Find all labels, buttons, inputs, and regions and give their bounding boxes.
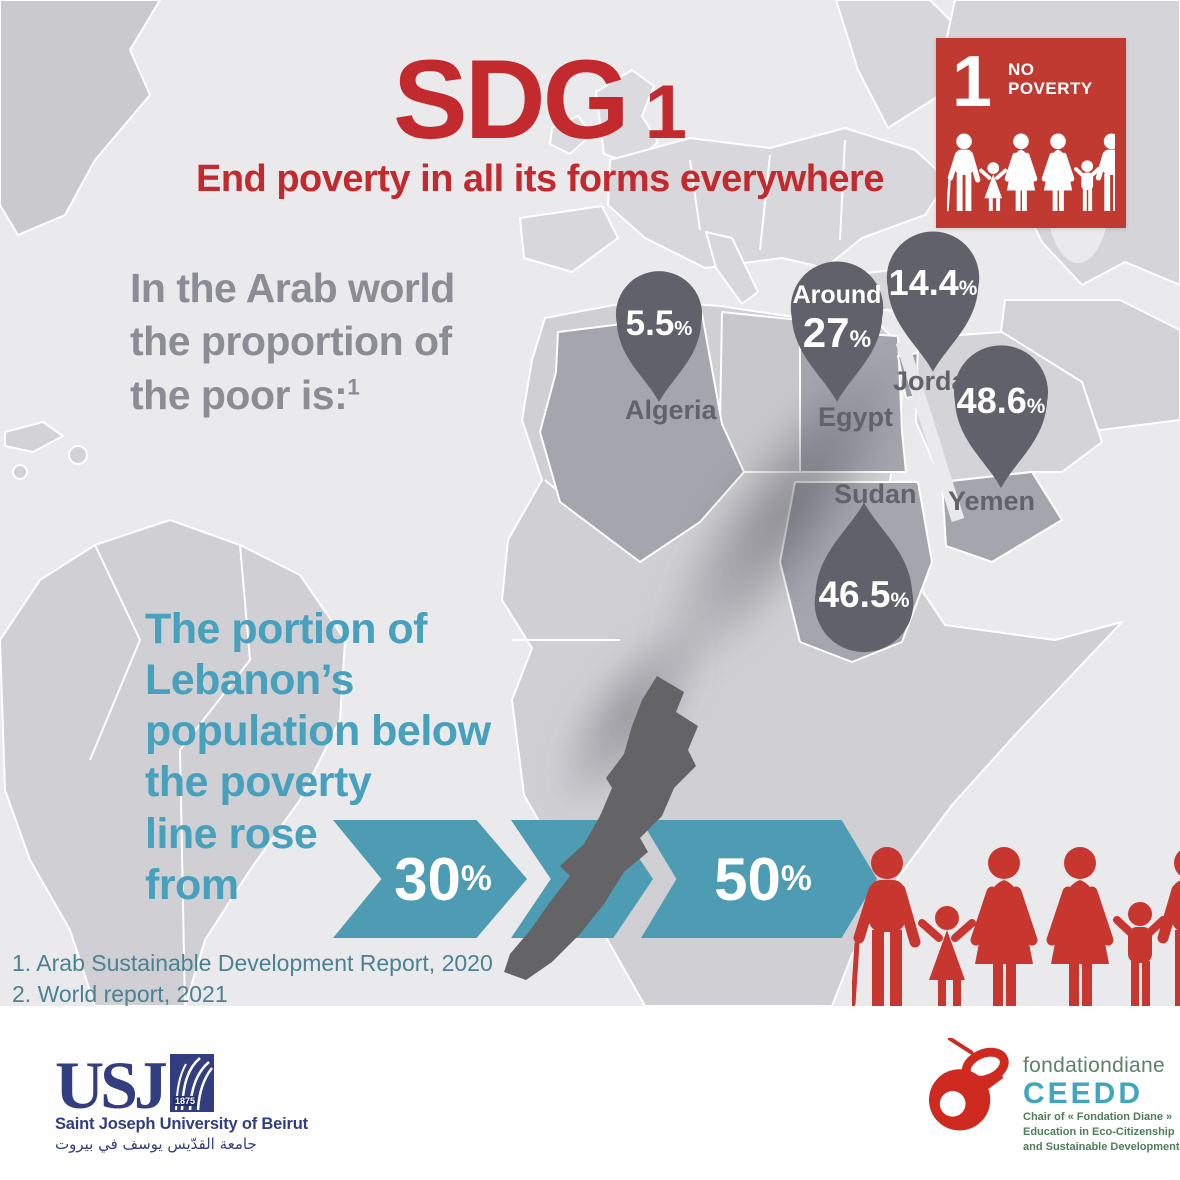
footnote-1: 1. Arab Sustainable Development Report, … [12, 950, 493, 976]
ceedd-acronym: CEEDD [1023, 1077, 1144, 1110]
sdg1-badge: 1 NO POVERTY [936, 38, 1126, 228]
fondation-diane-icon [928, 1038, 1009, 1131]
lebanon-map-shape [504, 676, 698, 980]
label-algeria: Algeria [625, 395, 717, 425]
badge-label: NO POVERTY [1008, 60, 1093, 99]
family-icon [947, 133, 1115, 212]
from-unit: % [460, 859, 492, 898]
ceedd-desc-3: and Sustainable Development [1023, 1141, 1180, 1154]
footnote-2: 2. World report, 2021 [12, 981, 228, 1008]
ceedd-logo: fondationdiane CEEDD Chair of « Fondatio… [926, 1038, 1179, 1156]
title-goal-number: 1 [644, 70, 687, 155]
map-pin-jordan: 14.4% [874, 226, 992, 374]
from-value: 30 [394, 845, 461, 913]
footnotes: 1. Arab Sustainable Development Report, … [12, 948, 493, 1010]
usj-name-english: Saint Joseph University of Beirut [55, 1115, 308, 1133]
label-sudan: Sudan [834, 479, 917, 509]
page-subtitle: End poverty in all its forms everywhere [196, 158, 884, 200]
footer: USJ 1875 Saint Joseph University of Beir… [0, 1006, 1180, 1180]
usj-acronym: USJ [55, 1046, 168, 1123]
usj-year: 1875 [172, 1096, 197, 1106]
lebanon-statement: The portion of Lebanon’s population belo… [145, 605, 491, 909]
footnote-marker: 1 [347, 373, 360, 399]
usj-emblem: 1875 [169, 1054, 214, 1112]
badge-number: 1 [952, 42, 993, 122]
egypt-prefix: Around [792, 281, 882, 309]
to-value: 50 [714, 845, 781, 913]
ceedd-brand: fondationdiane [1023, 1054, 1165, 1077]
usj-name-arabic: جامعة القدّيس يوسف في بيروت [55, 1135, 257, 1153]
page-title: SDG 1 End poverty in all its forms everyw… [0, 44, 1080, 201]
jordan-value: 14.4% [888, 262, 978, 303]
to-unit: % [780, 859, 812, 898]
ceedd-desc-1: Chair of « Fondation Diane » [1023, 1110, 1173, 1123]
egypt-value: 27% [802, 309, 872, 356]
map-pin-egypt: Around 27% [778, 255, 896, 405]
algeria-value: 5.5% [625, 304, 693, 343]
poverty-to-arrow: 50% [641, 820, 877, 938]
ceedd-desc-2: Education in Eco-Citizenship [1023, 1125, 1175, 1138]
title-sdg: SDG [393, 37, 630, 162]
map-pin-sudan: 46.5% [801, 500, 927, 658]
map-pin-yemen: 48.6% [941, 340, 1061, 490]
red-family-icon [852, 846, 1180, 1008]
usj-logo: USJ 1875 Saint Joseph University of Beir… [55, 1046, 308, 1153]
sudan-value: 46.5% [818, 574, 910, 615]
label-yemen: Yemen [948, 486, 1036, 516]
yemen-value: 48.6% [956, 380, 1046, 421]
map-pin-algeria: 5.5% [604, 266, 714, 404]
intro-statement: In the Arab world the proportion of the … [130, 265, 455, 418]
label-egypt: Egypt [818, 402, 894, 432]
